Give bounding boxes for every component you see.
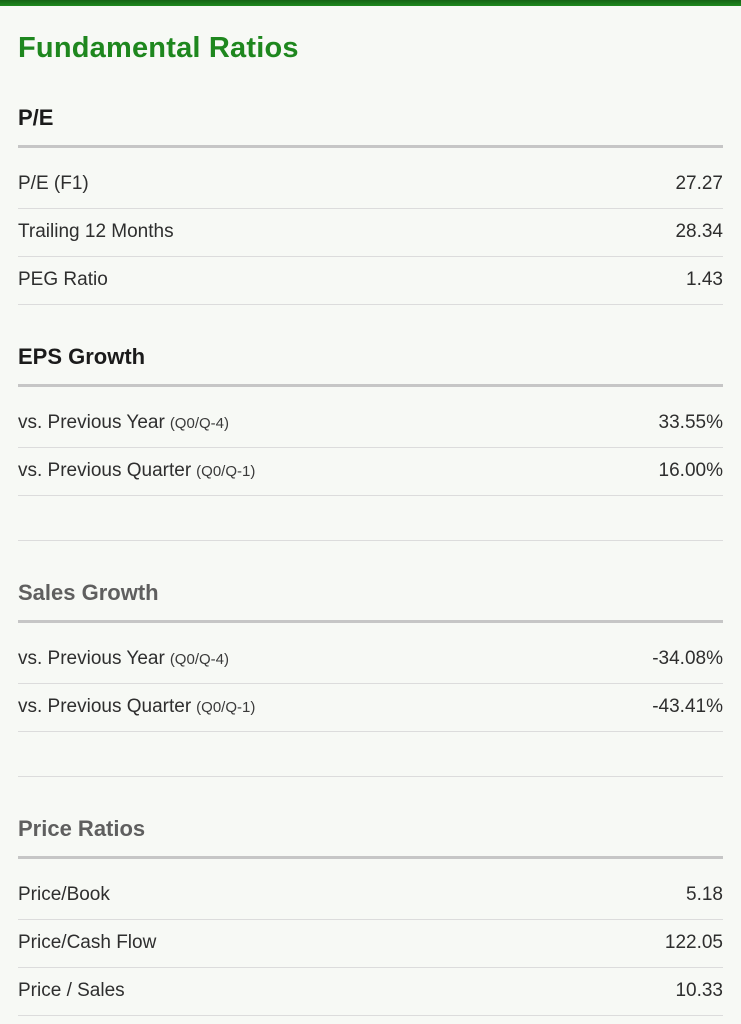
ratio-sublabel: (Q0/Q-4) (169, 650, 229, 668)
section-title: EPS Growth (18, 343, 146, 369)
ratio-label-group: Price/Cash Flow (18, 932, 156, 954)
ratio-value: 1.43 (686, 268, 723, 290)
ratio-row: Price/Cash Flow 122.05 (18, 920, 723, 968)
ratio-row: PEG Ratio 1.43 (18, 257, 723, 305)
ratio-value: 33.55% (658, 411, 723, 433)
ratio-label-group: vs. Previous Quarter (Q0/Q-1) (18, 696, 255, 718)
ratio-label: vs. Previous Year (18, 647, 165, 669)
empty-spacer-row (18, 496, 723, 541)
empty-spacer-row (18, 732, 723, 777)
ratio-row: Price / Sales 10.33 (18, 968, 723, 1016)
ratio-row: vs. Previous Quarter (Q0/Q-1) 16.00% (18, 448, 723, 496)
ratio-label-group: P/E (F1) (18, 173, 89, 195)
section-title: P/E (18, 104, 54, 130)
ratio-value: -43.41% (652, 695, 723, 717)
section-title: Sales Growth (18, 579, 159, 605)
ratio-label: PEG Ratio (18, 268, 108, 290)
ratio-row: Trailing 12 Months 28.34 (18, 209, 723, 257)
ratio-label-group: Trailing 12 Months (18, 221, 174, 243)
ratio-row: vs. Previous Quarter (Q0/Q-1) -43.41% (18, 684, 723, 732)
ratio-label: Price/Cash Flow (18, 931, 157, 953)
section-price-ratios: Price Ratios Price/Book 5.18 Price/Cash Flo… (18, 815, 723, 1016)
ratio-label: vs. Previous Quarter (18, 459, 192, 481)
ratio-value: 122.05 (664, 931, 723, 953)
section-header-divider (18, 619, 723, 623)
ratio-sublabel: (Q0/Q-1) (196, 698, 256, 716)
ratio-row: Price/Book 5.18 (18, 859, 723, 920)
section-sales-growth: Sales Growth vs. Previous Year (Q0/Q-4) -34… (18, 579, 723, 777)
ratio-label: Trailing 12 Months (18, 220, 174, 242)
ratio-label-group: PEG Ratio (18, 269, 108, 291)
ratio-value: 10.33 (675, 979, 723, 1001)
ratio-row: vs. Previous Year (Q0/Q-4) -34.08% (18, 623, 723, 684)
ratio-row: vs. Previous Year (Q0/Q-4) 33.55% (18, 387, 723, 448)
ratio-sublabel: (Q0/Q-1) (196, 462, 256, 480)
ratio-label-group: vs. Previous Year (Q0/Q-4) (18, 412, 229, 434)
page-title: Fundamental Ratios (18, 32, 299, 64)
section-eps-growth: EPS Growth vs. Previous Year (Q0/Q-4) 33.55… (18, 343, 723, 541)
ratio-value: 16.00% (658, 459, 723, 481)
ratio-label: vs. Previous Year (18, 411, 165, 433)
ratio-sublabel: (Q0/Q-4) (169, 414, 229, 432)
section-title: Price Ratios (18, 815, 146, 841)
ratio-value: 5.18 (686, 883, 723, 905)
section-header-divider (18, 855, 723, 859)
ratio-value: 28.34 (675, 220, 723, 242)
ratio-value: -34.08% (652, 647, 723, 669)
fundamental-ratios-widget: Fundamental Ratios P/E P/E (F1) 27.27 Trail… (0, 31, 741, 1016)
top-accent-bar (0, 0, 741, 6)
ratio-label-group: vs. Previous Year (Q0/Q-4) (18, 648, 229, 670)
ratio-label-group: Price / Sales (18, 980, 125, 1002)
ratio-label-group: Price/Book (18, 884, 110, 906)
ratio-label-group: vs. Previous Quarter (Q0/Q-1) (18, 460, 255, 482)
section-header-divider (18, 383, 723, 387)
ratio-row: P/E (F1) 27.27 (18, 148, 723, 209)
ratio-label: P/E (F1) (18, 172, 89, 194)
ratios-sections: P/E P/E (F1) 27.27 Trailing 12 Months 28.34 P… (18, 104, 723, 1016)
ratio-label: Price/Book (18, 883, 110, 905)
section-header-divider (18, 144, 723, 148)
section-pe: P/E P/E (F1) 27.27 Trailing 12 Months 28.34 P… (18, 104, 723, 305)
ratio-label: Price / Sales (18, 979, 125, 1001)
ratio-value: 27.27 (675, 172, 723, 194)
ratio-label: vs. Previous Quarter (18, 695, 192, 717)
